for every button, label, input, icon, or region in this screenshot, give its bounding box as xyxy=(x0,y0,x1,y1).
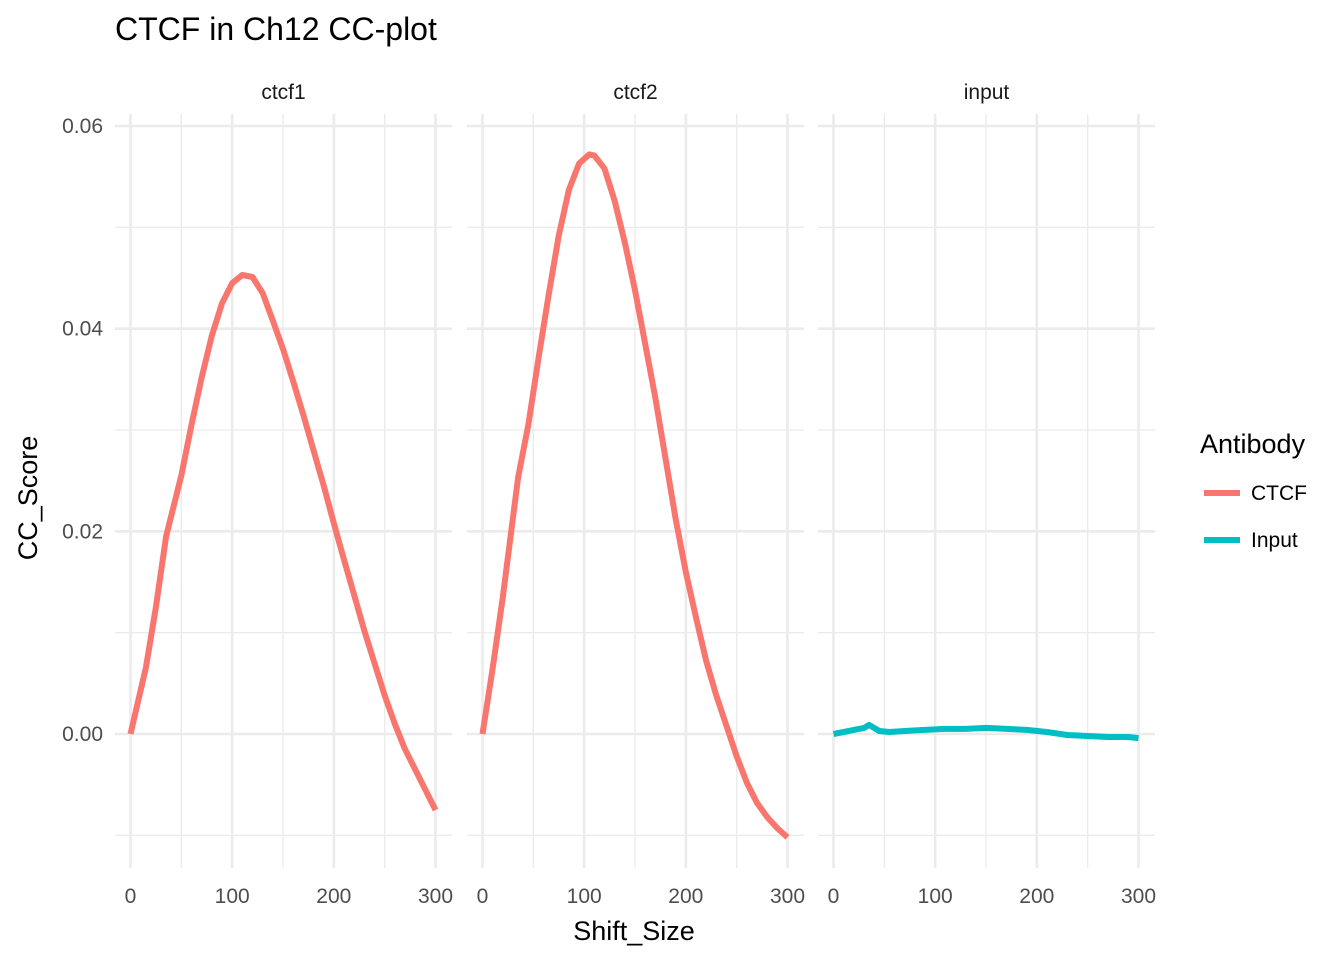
x-tick-label: 100 xyxy=(567,885,602,908)
legend-label: CTCF xyxy=(1251,482,1307,505)
series-line-ctcf xyxy=(127,272,439,812)
x-tick-label: 300 xyxy=(1121,885,1156,908)
y-tick-label: 0.06 xyxy=(62,115,103,138)
x-tick-label: 100 xyxy=(215,885,250,908)
x-tick-label: 200 xyxy=(1019,885,1054,908)
legend: Antibody CTCF Input xyxy=(1200,429,1307,552)
series-line-input xyxy=(832,721,1139,742)
x-axis-title: Shift_Size xyxy=(573,916,695,946)
y-tick-label: 0.04 xyxy=(62,318,103,341)
x-tick-label: 300 xyxy=(770,885,805,908)
chart-title: CTCF in Ch12 CC-plot xyxy=(115,11,437,47)
facet-label: ctcf2 xyxy=(613,81,657,104)
y-axis-title: CC_Score xyxy=(13,436,43,561)
x-tick-label: 100 xyxy=(918,885,953,908)
legend-label: Input xyxy=(1251,529,1298,552)
legend-entries: CTCF Input xyxy=(1204,482,1307,552)
facet-label: input xyxy=(964,81,1010,104)
x-tick-label: 0 xyxy=(477,885,489,908)
y-tick-label: 0.00 xyxy=(62,723,103,746)
y-tick-labels: 0.00 0.02 0.04 0.06 xyxy=(62,115,103,746)
legend-entry-ctcf: CTCF xyxy=(1204,482,1307,505)
x-tick-label: 0 xyxy=(125,885,137,908)
series-line-ctcf xyxy=(479,151,790,840)
legend-title: Antibody xyxy=(1200,429,1306,459)
x-tick-label: 300 xyxy=(418,885,453,908)
panel-input: input 0 100 200 300 xyxy=(818,81,1156,908)
legend-entry-input: Input xyxy=(1204,529,1298,552)
x-tick-label: 0 xyxy=(828,885,840,908)
x-tick-label: 200 xyxy=(316,885,351,908)
facet-panels: ctcf1 0 100 200 300 ctcf2 0 100 200 300 input 0 100 2… xyxy=(115,81,1156,908)
panel-ctcf2: ctcf2 0 100 200 300 xyxy=(467,81,805,908)
y-tick-label: 0.02 xyxy=(62,520,103,543)
x-tick-label: 200 xyxy=(668,885,703,908)
facet-label: ctcf1 xyxy=(261,81,305,104)
panel-ctcf1: ctcf1 0 100 200 300 xyxy=(115,81,453,908)
